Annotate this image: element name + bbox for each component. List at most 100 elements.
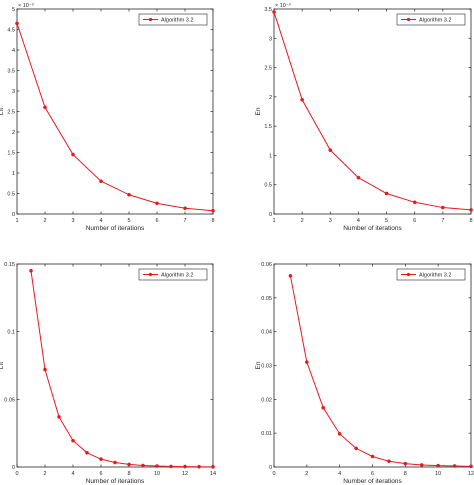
x-tick-label: 6 — [99, 471, 102, 477]
data-point — [469, 464, 473, 469]
y-tick-label: 0 — [12, 465, 15, 471]
y-tick-label: 0.01 — [261, 431, 272, 437]
data-point — [419, 463, 424, 467]
y-tick-label: 4 — [12, 48, 15, 54]
x-tick-label: 0 — [272, 471, 275, 477]
legend-label: Algorithm 3.2 — [419, 273, 451, 279]
x-axis-label: Number of iterations — [343, 478, 402, 485]
data-point — [354, 446, 358, 451]
data-point — [321, 405, 326, 410]
data-point — [211, 465, 215, 469]
data-point — [155, 201, 159, 206]
legend-label: Algorithm 3.2 — [161, 18, 193, 24]
legend-label: Algorithm 3.2 — [161, 273, 193, 279]
legend-box — [396, 268, 466, 281]
data-point — [113, 460, 117, 465]
x-tick-label: 3 — [329, 218, 332, 224]
y-tick-label: 0.04 — [261, 330, 272, 336]
x-tick-label: 4 — [99, 218, 102, 224]
y-tick-label: 3 — [12, 89, 15, 95]
data-point — [288, 273, 293, 278]
data-point — [387, 459, 391, 464]
legend-marker — [406, 272, 411, 277]
y-tick-label: 1 — [269, 153, 272, 159]
x-tick-label: 2 — [43, 471, 46, 477]
data-point — [436, 463, 441, 468]
y-tick-label: 0.5 — [7, 192, 15, 198]
x-tick-label: 2 — [43, 218, 46, 224]
data-point — [384, 191, 389, 196]
data-point — [441, 205, 445, 210]
data-point — [337, 431, 342, 436]
legend-label: Algorithm 3.2 — [419, 18, 451, 24]
y-tick-label: 1.5 — [7, 151, 15, 157]
y-tick-label: 2.5 — [264, 66, 272, 72]
plot-area-frame — [273, 263, 472, 468]
data-point — [71, 152, 75, 157]
legend-box — [396, 13, 466, 26]
data-point — [183, 206, 187, 211]
data-point — [272, 10, 276, 14]
x-tick-label: 8 — [404, 471, 407, 477]
y-tick-label: 0.5 — [264, 183, 272, 189]
data-point — [29, 268, 33, 273]
data-point — [85, 450, 89, 455]
series-line — [16, 23, 214, 212]
x-tick-label: 4 — [338, 471, 341, 477]
data-point — [155, 464, 159, 468]
x-tick-label: 6 — [371, 471, 374, 477]
x-tick-label: 10 — [154, 471, 160, 477]
x-tick-label: 8 — [469, 218, 472, 224]
y-tick-label: 3 — [269, 36, 272, 42]
x-tick-label: 12 — [182, 471, 188, 477]
data-point — [370, 454, 375, 459]
data-point — [412, 200, 417, 205]
plot-area-frame — [273, 8, 472, 215]
data-point — [328, 148, 333, 153]
data-point — [452, 464, 457, 468]
x-tick-label: 0 — [15, 471, 18, 477]
y-tick-label: 0.02 — [261, 397, 272, 403]
x-tick-label: 1 — [272, 218, 275, 224]
y-axis-label: Lft — [0, 108, 5, 115]
chart-panel-2: 1 2 3 4 5 6 7 8 0 0.5 1 1.5 2 2.5 3 3.5× 10⁻³ Number of … — [255, 3, 473, 232]
data-point — [43, 367, 47, 372]
legend-marker — [148, 17, 153, 22]
x-tick-label: 5 — [385, 218, 388, 224]
x-tick-label: 4 — [71, 471, 74, 477]
data-point — [211, 208, 215, 213]
y-tick-label: 0 — [269, 212, 272, 218]
y-tick-label: 0.15 — [4, 262, 15, 268]
legend-marker — [148, 272, 153, 277]
chart-panel-3: 0 2 4 6 8 10 12 14 0 0.05 0.1 0.15 Number of iterati… — [0, 262, 216, 485]
data-point — [197, 464, 201, 469]
y-tick-label: 0 — [269, 465, 272, 471]
x-axis-label: Number of iterations — [343, 225, 402, 232]
y-exponent-label: × 10⁻³ — [18, 3, 34, 9]
x-tick-label: 10 — [435, 471, 441, 477]
y-tick-label: 0.03 — [261, 364, 272, 370]
y-tick-label: 0.05 — [261, 296, 272, 302]
x-tick-label: 12 — [468, 471, 474, 477]
legend-box — [138, 13, 208, 26]
y-tick-label: 1.5 — [264, 124, 272, 130]
x-axis-label: Number of iterations — [86, 225, 145, 232]
y-tick-label: 1 — [12, 171, 15, 177]
y-tick-label: 2.5 — [7, 110, 15, 116]
data-point — [300, 97, 304, 102]
x-tick-label: 4 — [357, 218, 360, 224]
x-tick-label: 3 — [71, 218, 74, 224]
x-tick-label: 7 — [183, 218, 186, 224]
x-tick-label: 5 — [127, 218, 130, 224]
x-tick-label: 2 — [305, 471, 308, 477]
y-tick-label: 5 — [12, 7, 15, 13]
data-point — [469, 208, 473, 212]
data-point — [15, 21, 19, 26]
x-tick-label: 6 — [155, 218, 158, 224]
x-axis-label: Number of iterations — [86, 478, 145, 485]
x-tick-label: 7 — [441, 218, 444, 224]
y-tick-label: 0 — [12, 212, 15, 218]
y-axis-label: Lft — [0, 362, 5, 369]
data-point — [57, 415, 61, 419]
